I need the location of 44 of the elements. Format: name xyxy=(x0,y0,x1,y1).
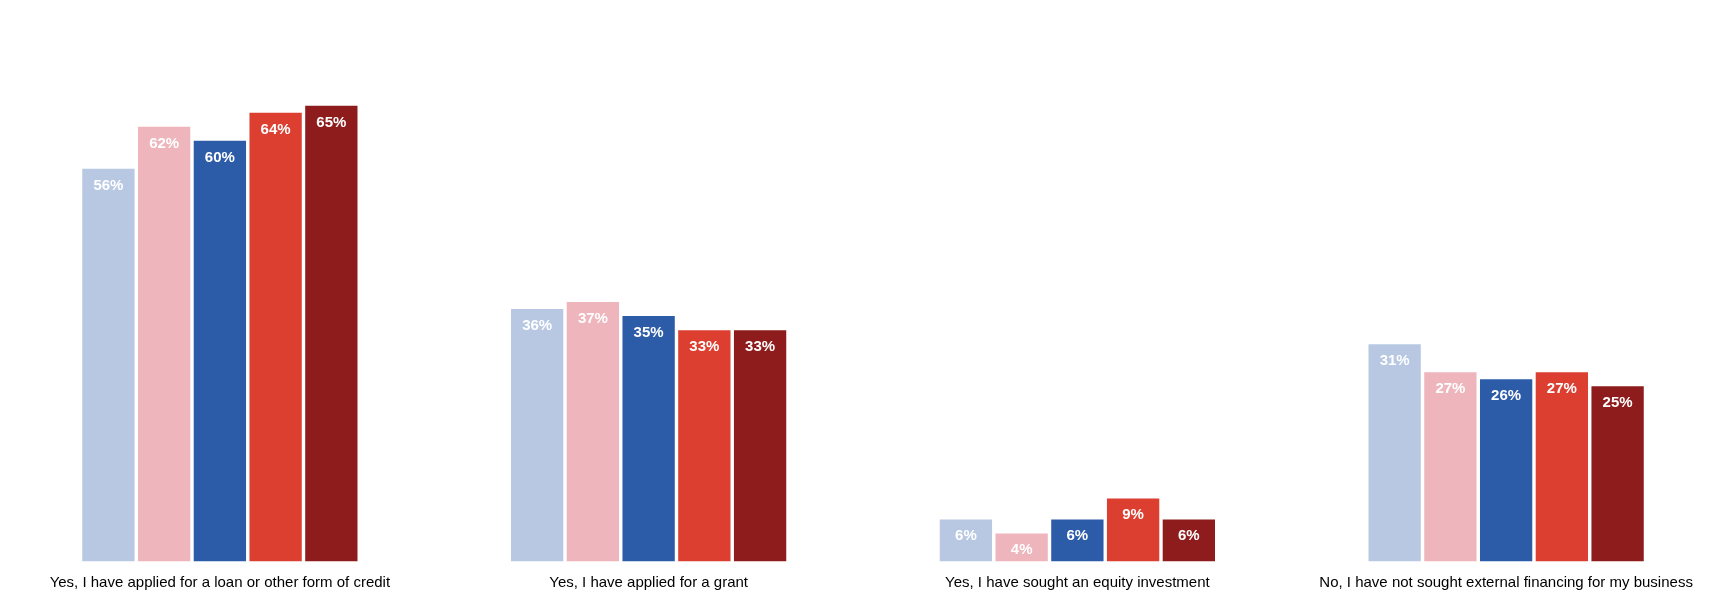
x-tick-label: No, I have not sought external financing for my business xyxy=(1319,572,1693,590)
data-label: 62% xyxy=(149,133,180,151)
data-label: 31% xyxy=(1379,351,1410,369)
bar xyxy=(566,302,620,562)
bar xyxy=(305,105,358,562)
bar xyxy=(1591,386,1644,562)
data-label: 56% xyxy=(93,175,124,193)
bar xyxy=(1162,519,1215,562)
data-label: 25% xyxy=(1602,393,1633,411)
bar xyxy=(1479,379,1533,562)
data-label: 33% xyxy=(745,337,776,355)
data-label: 36% xyxy=(522,316,553,334)
x-tick-label: Yes, I have applied for a grant xyxy=(549,572,749,590)
data-label: 4% xyxy=(1010,540,1033,558)
x-tick-label: Yes, I have applied for a loan or other form of credit xyxy=(49,572,391,590)
bar xyxy=(939,519,993,562)
data-label: 6% xyxy=(955,526,977,544)
data-label: 65% xyxy=(316,112,347,130)
bar xyxy=(995,533,1048,562)
bar xyxy=(82,168,135,562)
bar xyxy=(733,330,787,562)
data-label: 33% xyxy=(689,337,720,355)
bar xyxy=(137,126,191,562)
data-label: 27% xyxy=(1546,379,1577,397)
bar xyxy=(193,140,247,562)
data-label: 37% xyxy=(577,309,608,327)
data-label: 35% xyxy=(633,323,664,341)
data-label: 64% xyxy=(260,119,291,137)
bar xyxy=(678,330,731,562)
bar xyxy=(1368,344,1421,562)
data-label: 9% xyxy=(1122,505,1144,523)
bar xyxy=(622,316,675,562)
bar xyxy=(1424,372,1477,562)
bar xyxy=(1535,372,1589,562)
data-label: 26% xyxy=(1491,386,1522,404)
bar xyxy=(249,112,302,562)
bar xyxy=(1051,519,1104,562)
bar xyxy=(511,309,564,562)
data-label: 60% xyxy=(204,147,235,165)
data-label: 6% xyxy=(1178,526,1200,544)
data-label: 6% xyxy=(1066,526,1089,544)
bar xyxy=(1106,498,1160,562)
x-tick-label: Yes, I have sought an equity investment xyxy=(945,572,1211,590)
data-label: 27% xyxy=(1435,379,1466,397)
